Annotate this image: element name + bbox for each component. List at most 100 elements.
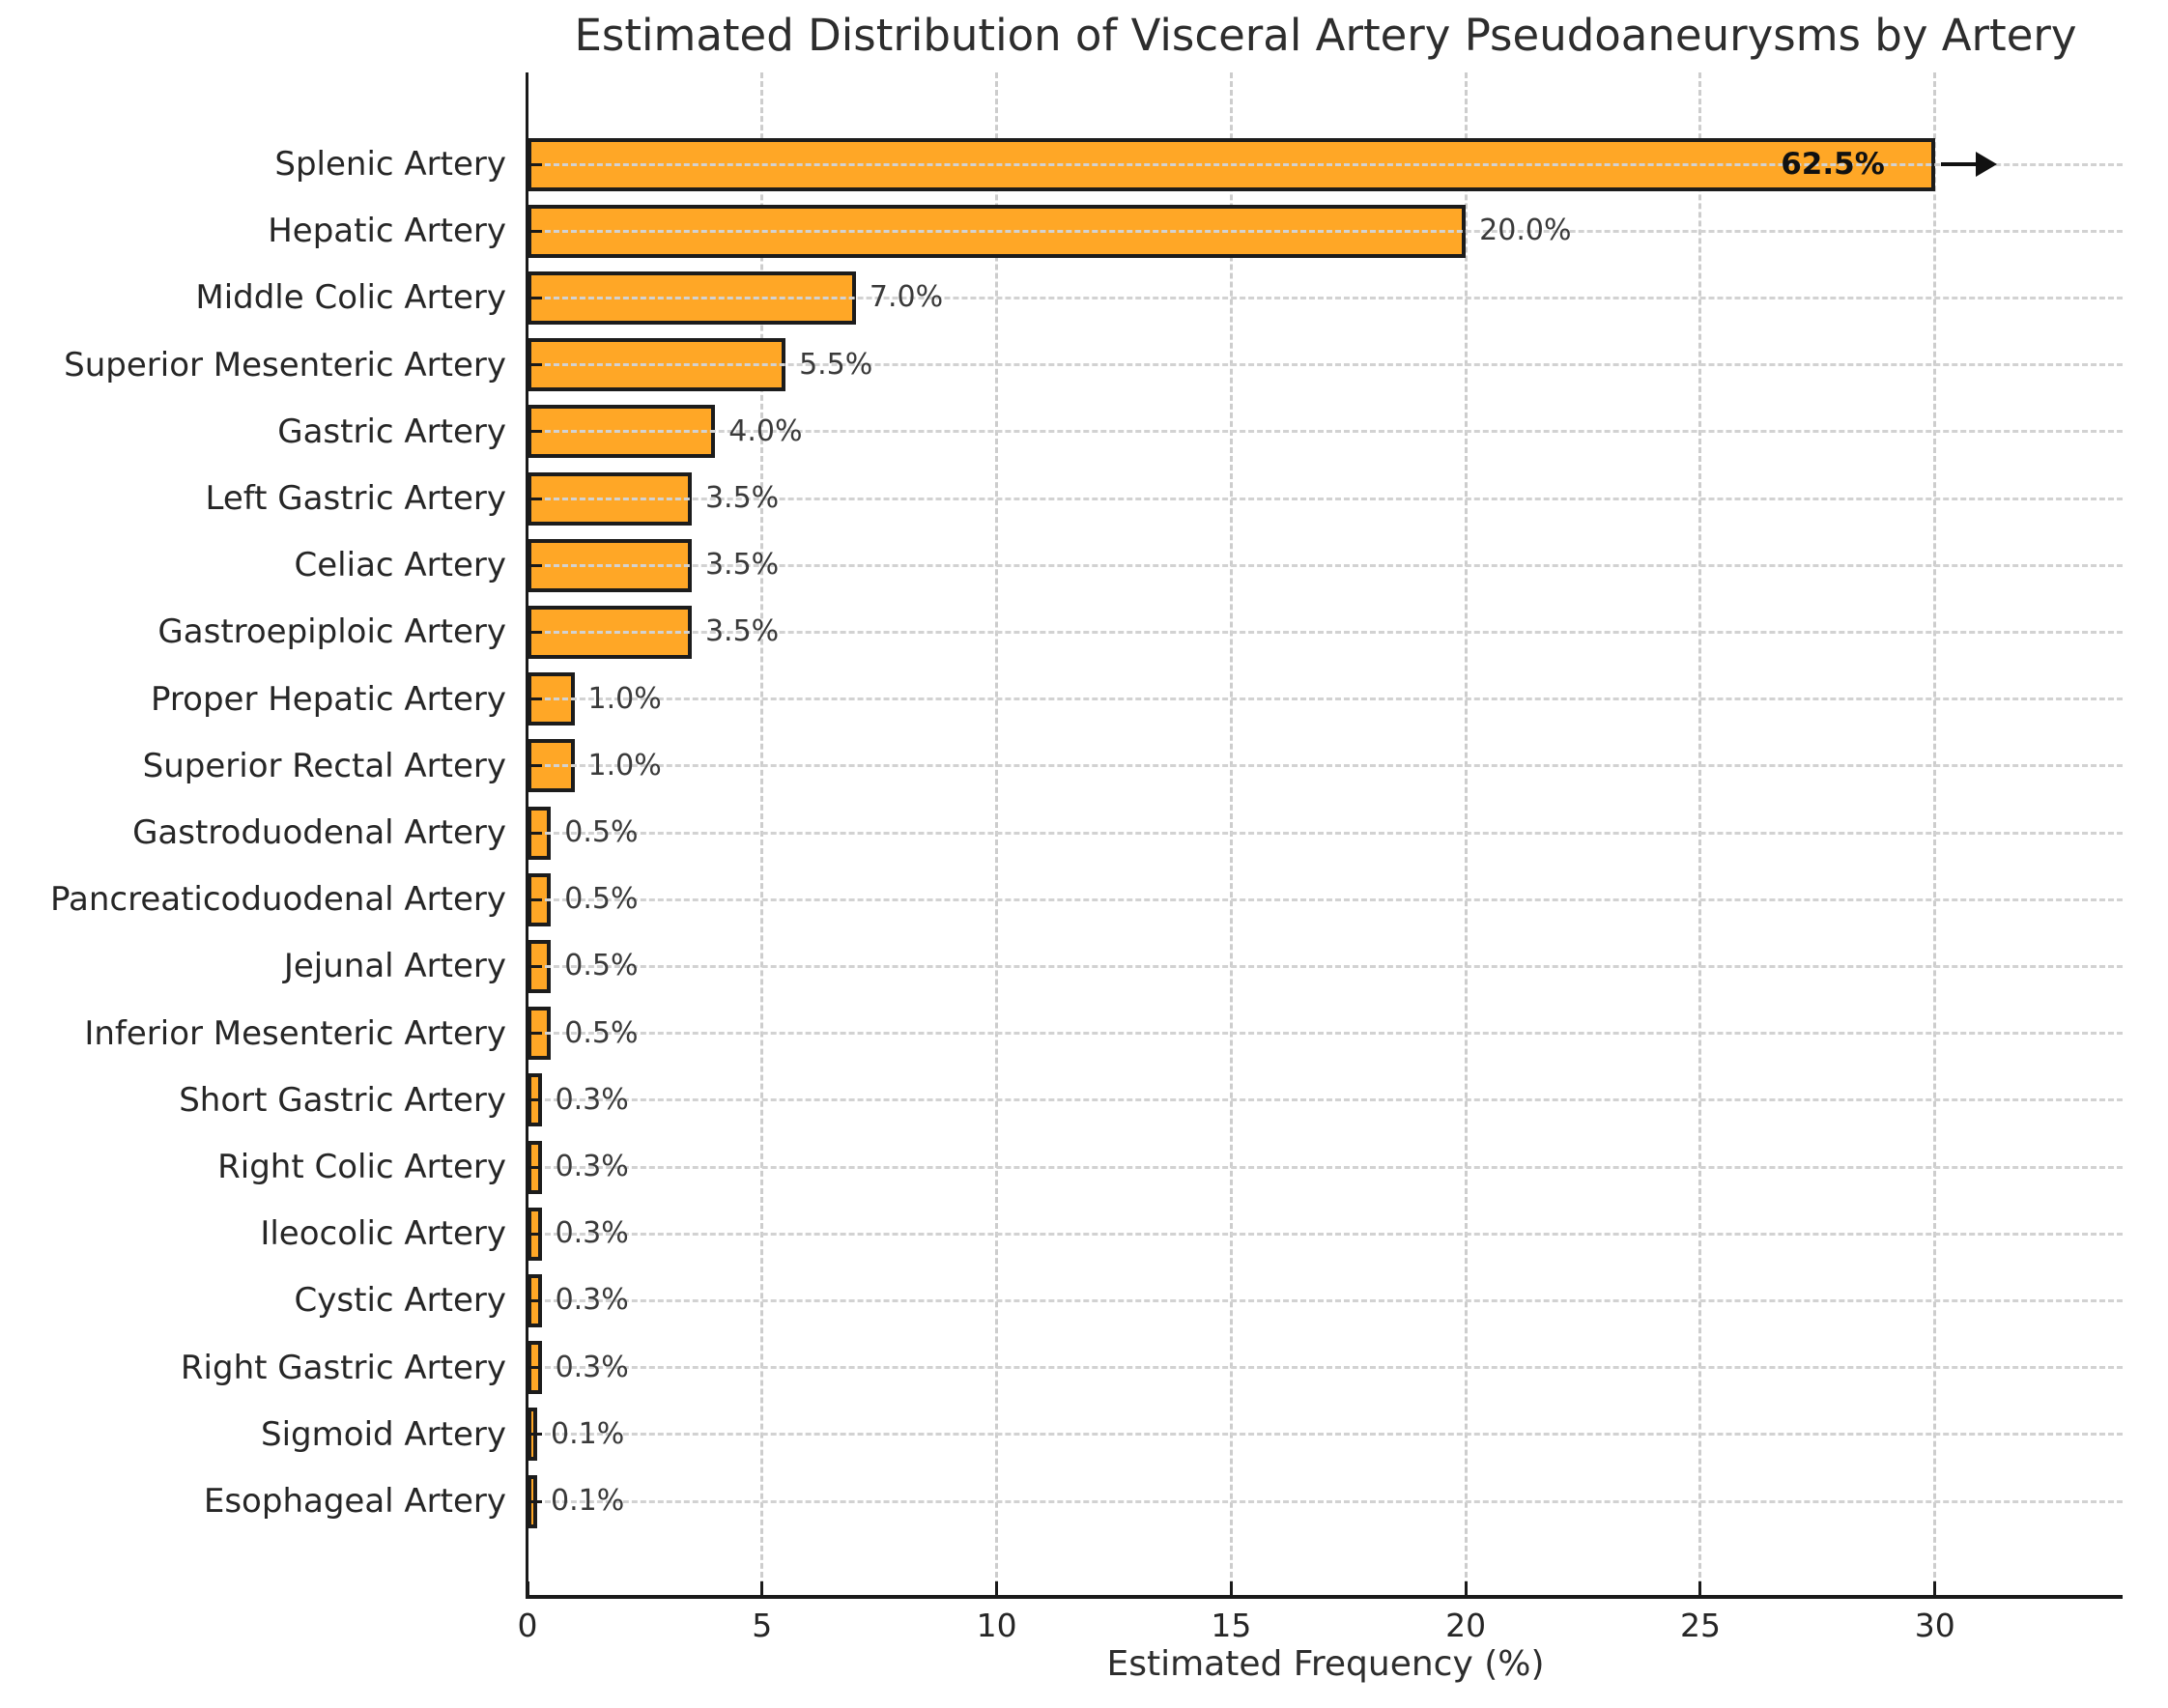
value-label: 0.3% (555, 1350, 629, 1384)
value-label: 0.1% (551, 1484, 625, 1518)
category-label: Splenic Artery (274, 145, 506, 184)
x-tick-label: 0 (517, 1607, 538, 1644)
category-label: Inferior Mesenteric Artery (84, 1013, 506, 1053)
y-tick (528, 1032, 542, 1036)
horizontal-gridline (528, 1232, 2123, 1236)
x-tick-label: 20 (1445, 1607, 1487, 1644)
x-tick (1229, 1581, 1233, 1595)
y-tick (528, 162, 542, 166)
x-tick-label: 30 (1914, 1607, 1955, 1644)
horizontal-gridline (528, 831, 2123, 835)
y-tick (528, 1298, 542, 1302)
x-tick (1933, 1581, 1937, 1595)
value-label: 1.0% (587, 681, 662, 716)
horizontal-gridline (528, 563, 2123, 567)
category-label: Short Gastric Artery (179, 1080, 506, 1120)
category-label: Ileocolic Artery (260, 1214, 506, 1254)
horizontal-gridline (528, 430, 2123, 434)
horizontal-gridline (528, 764, 2123, 768)
y-tick (528, 1232, 542, 1236)
horizontal-gridline (528, 1366, 2123, 1370)
x-tick (1464, 1581, 1468, 1595)
horizontal-gridline (528, 964, 2123, 968)
y-tick (528, 430, 542, 434)
horizontal-gridline (528, 630, 2123, 634)
category-label: Proper Hepatic Artery (151, 679, 506, 719)
y-tick (528, 563, 542, 567)
x-tick (1698, 1581, 1702, 1595)
horizontal-gridline (528, 1098, 2123, 1102)
y-tick (528, 897, 542, 901)
y-tick (528, 964, 542, 968)
horizontal-gridline (528, 229, 2123, 233)
horizontal-gridline (528, 1165, 2123, 1169)
x-tick-label: 15 (1211, 1607, 1252, 1644)
value-label: 3.5% (704, 548, 780, 583)
x-axis-spine (526, 1595, 2123, 1599)
horizontal-gridline (528, 363, 2123, 367)
value-label: 20.0% (1479, 214, 1572, 248)
category-label: Superior Rectal Artery (142, 746, 506, 785)
category-label: Gastric Artery (277, 412, 506, 451)
horizontal-gridline (528, 1433, 2123, 1437)
y-tick (528, 1165, 542, 1169)
y-tick (528, 697, 542, 701)
value-label: 0.3% (555, 1150, 629, 1183)
category-label: Hepatic Artery (268, 212, 506, 251)
horizontal-gridline (528, 697, 2123, 701)
horizontal-gridline (528, 1499, 2123, 1503)
y-tick (528, 831, 542, 835)
x-tick-label: 5 (752, 1607, 773, 1644)
x-tick (995, 1581, 999, 1595)
y-tick (528, 764, 542, 768)
value-label: 4.0% (728, 413, 803, 448)
horizontal-gridline (528, 162, 2123, 166)
horizontal-gridline (528, 497, 2123, 500)
chart-title: Estimated Distribution of Visceral Arter… (574, 10, 2077, 61)
horizontal-gridline (528, 897, 2123, 901)
y-tick (528, 1499, 542, 1503)
value-label: 7.0% (869, 280, 944, 315)
y-tick (528, 1433, 542, 1437)
horizontal-gridline (528, 296, 2123, 299)
category-label: Jejunal Artery (283, 947, 506, 986)
category-label: Esophageal Artery (203, 1482, 506, 1521)
category-label: Sigmoid Artery (261, 1414, 506, 1454)
x-tick-label: 25 (1679, 1607, 1721, 1644)
truncation-arrow-icon (1940, 152, 1997, 177)
category-label: Middle Colic Artery (195, 278, 506, 318)
y-axis-spine (526, 72, 528, 1595)
y-tick (528, 229, 542, 233)
category-label: Right Colic Artery (217, 1148, 506, 1186)
value-label: 0.5% (564, 949, 639, 983)
value-label: 0.3% (555, 1216, 629, 1251)
y-tick (528, 497, 542, 500)
category-label: Gastroepiploic Artery (157, 612, 506, 652)
x-tick (760, 1581, 764, 1595)
category-label: Cystic Artery (294, 1281, 506, 1321)
category-label: Pancreaticoduodenal Artery (50, 880, 506, 920)
y-tick (528, 1098, 542, 1102)
arrow-shaft (1940, 162, 1976, 166)
y-tick (528, 363, 542, 367)
arrow-head (1975, 152, 1997, 177)
value-label: 0.3% (555, 1283, 629, 1318)
value-label: 5.5% (799, 347, 873, 382)
value-label: 3.5% (704, 614, 780, 649)
horizontal-gridline (528, 1298, 2123, 1302)
y-tick (528, 296, 542, 299)
category-label: Right Gastric Artery (180, 1348, 506, 1387)
y-tick (528, 630, 542, 634)
y-tick (528, 1366, 542, 1370)
value-label: 0.3% (555, 1082, 629, 1117)
x-axis-label: Estimated Frequency (%) (1106, 1644, 1545, 1684)
value-label: 0.5% (564, 882, 639, 917)
value-label: 3.5% (704, 481, 780, 515)
category-label: Celiac Artery (294, 546, 506, 585)
category-label: Left Gastric Artery (205, 479, 506, 518)
value-label: 62.5% (1781, 147, 1885, 182)
value-label: 0.5% (564, 815, 639, 849)
category-label: Superior Mesenteric Artery (64, 345, 506, 384)
category-label: Gastroduodenal Artery (132, 813, 506, 852)
